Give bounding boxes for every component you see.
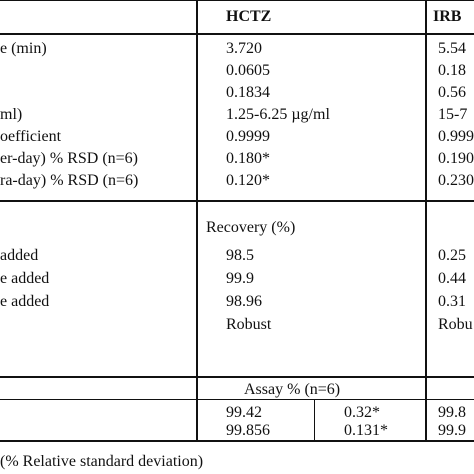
recovery-label: e added <box>0 293 50 310</box>
row-hctz-value: 1.25-6.25 µg/ml <box>226 106 330 123</box>
row-hctz-value: 3.720 <box>226 40 262 57</box>
recovery-irb-value: Robu <box>438 316 473 333</box>
vrule-left <box>196 0 198 441</box>
row-hctz-value: 0.9999 <box>226 128 270 145</box>
recovery-hctz-value: Robust <box>226 316 272 333</box>
vrule-right <box>425 0 427 441</box>
assay-irb-value: 99.8 <box>438 404 466 421</box>
row-irb-value: 0.230 <box>438 172 474 189</box>
row-irb-value: 0.18 <box>438 62 466 79</box>
row-irb-value: 0.56 <box>438 84 466 101</box>
vrule-assay <box>314 399 315 440</box>
row-irb-value: 0.999 <box>438 128 474 145</box>
row-hctz-value: 0.120* <box>226 172 270 189</box>
footnote: (% Relative standard deviation) <box>0 453 204 470</box>
recovery-title: Recovery (%) <box>206 219 296 236</box>
assay-rsd: 0.131* <box>344 422 388 439</box>
row-irb-value: 0.190 <box>438 150 474 167</box>
row-label: oefficient <box>0 128 62 145</box>
row-hctz-value: 0.0605 <box>226 62 270 79</box>
row-label: er-day) % RSD (n=6) <box>0 150 138 167</box>
rule-bottom <box>0 440 474 442</box>
recovery-hctz-value: 99.9 <box>226 270 254 287</box>
row-irb-value: 5.54 <box>438 40 466 57</box>
header-irb: IRB <box>433 8 462 25</box>
recovery-hctz-value: 98.5 <box>226 247 254 264</box>
assay-value: 99.42 <box>226 404 262 421</box>
rule-section-1 <box>0 200 474 202</box>
rule-top <box>0 0 474 1</box>
recovery-label: e added <box>0 270 50 287</box>
row-label: ra-day) % RSD (n=6) <box>0 172 139 189</box>
rule-section-2 <box>0 376 474 378</box>
recovery-hctz-value: 98.96 <box>226 293 262 310</box>
header-hctz: HCTZ <box>226 8 272 25</box>
assay-irb-value: 99.9 <box>438 422 466 439</box>
row-label: ml) <box>0 106 23 123</box>
assay-value: 99.856 <box>226 422 270 439</box>
recovery-label: added <box>0 247 39 264</box>
assay-rsd: 0.32* <box>344 404 380 421</box>
rule-header <box>0 33 474 35</box>
row-hctz-value: 0.1834 <box>226 84 270 101</box>
row-label: e (min) <box>0 40 47 57</box>
row-irb-value: 15-7 <box>438 106 468 123</box>
recovery-irb-value: 0.25 <box>438 247 466 264</box>
recovery-irb-value: 0.44 <box>438 270 466 287</box>
row-hctz-value: 0.180* <box>226 150 270 167</box>
rule-assay-sub <box>0 399 474 400</box>
assay-title: Assay % (n=6) <box>244 381 341 398</box>
recovery-irb-value: 0.31 <box>438 293 466 310</box>
